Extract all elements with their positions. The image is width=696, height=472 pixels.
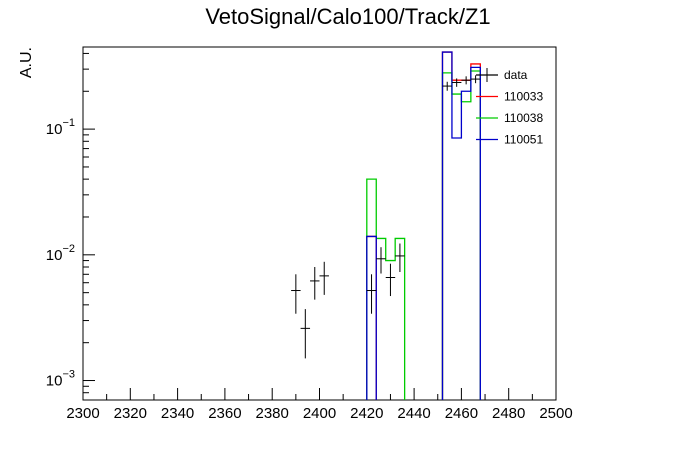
x-tick-label: 2420 (350, 405, 383, 422)
plot-area: 2300 2320 2340 2360 2380 2400 2420 2440 2460 2480… (46, 46, 573, 422)
x-tick-label: 2320 (114, 405, 147, 422)
legend-label-110038: 110038 (504, 111, 543, 125)
x-tick-label: 2380 (256, 405, 289, 422)
legend-label-data: data (504, 68, 528, 82)
y-axis-label: A.U. (18, 47, 35, 78)
x-tick-label: 2460 (445, 405, 478, 422)
legend-label-110033: 110033 (504, 90, 543, 104)
chart-title: VetoSignal/Calo100/Track/Z1 (205, 4, 490, 29)
legend-label-110051: 110051 (504, 133, 543, 147)
x-tick-label: 2480 (492, 405, 525, 422)
y-tick-label: 10−3 (46, 369, 75, 390)
x-tick-label: 2300 (66, 405, 99, 422)
y-tick-label: 10−2 (46, 243, 75, 264)
x-tick-label: 2340 (161, 405, 194, 422)
x-tick-label: 2500 (539, 405, 572, 422)
x-tick-label: 2400 (303, 405, 336, 422)
y-tick-label: 10−1 (46, 117, 75, 138)
x-tick-label: 2360 (208, 405, 241, 422)
x-tick-label: 2440 (397, 405, 430, 422)
mc-histogram-110051 (366, 51, 481, 400)
